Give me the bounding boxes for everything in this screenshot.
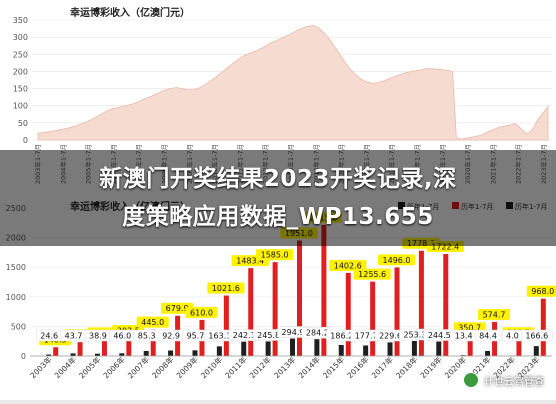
chart1-title: 幸运博彩收入（亿澳门元） (70, 6, 190, 19)
chart2-ytick-500: 500 (11, 322, 26, 331)
data-label-black: 85.3 (138, 332, 156, 341)
bar-red (248, 268, 253, 356)
data-label-black: 38.9 (89, 332, 107, 341)
data-label-red: 574.7 (483, 310, 506, 319)
data-label-black: 186.2 (330, 332, 353, 341)
data-label-black: 95.7 (187, 332, 205, 341)
watermark: 计世云驾管查 (463, 372, 544, 388)
chart2-ytick-0: 0 (21, 352, 26, 361)
data-label-black: 43.7 (65, 332, 83, 341)
chart1-ytick-300: 300 (13, 33, 28, 42)
data-label-black: 253.3 (403, 331, 426, 340)
bar-red (297, 241, 302, 356)
chart2-ytick-1000: 1000 (6, 293, 26, 302)
data-label-red: 1496.0 (383, 256, 411, 265)
chart1-ytick-100: 100 (13, 102, 28, 111)
overlay-title-line2: 度策略应用数据_WP13.655 (28, 198, 528, 236)
data-label-black: 92.9 (162, 332, 180, 341)
overlay-title-line1: 新澳门开奖结果2023开奖记录,深 (28, 160, 528, 198)
chart1-ytick-200: 200 (13, 67, 28, 76)
data-label-red: 1255.6 (358, 270, 386, 279)
bar-black (314, 339, 319, 356)
data-label-red: 968.0 (531, 287, 554, 296)
bar-black (217, 346, 222, 356)
data-label-black: 24.6 (40, 332, 58, 341)
chart2-ytick-1500: 1500 (6, 263, 26, 272)
bar-red (395, 267, 400, 356)
bar-red (273, 262, 278, 356)
data-label-black: 166.6 (525, 332, 548, 341)
data-label-black: 163.1 (208, 332, 231, 341)
bar-red (541, 299, 546, 356)
bar-red (102, 340, 107, 356)
chart1-ytick-250: 250 (13, 50, 28, 59)
data-label-black: 177.7 (355, 332, 378, 341)
data-label-black: 4.0 (506, 332, 519, 341)
bar-red (346, 273, 351, 356)
bar-black (339, 345, 344, 356)
watermark-text: 计世云驾管查 (484, 373, 544, 388)
bar-black (534, 346, 539, 356)
data-label-black: 13.4 (455, 332, 473, 341)
bar-red (224, 296, 229, 356)
data-label-black: 84.4 (479, 332, 497, 341)
overlay-title[interactable]: 新澳门开奖结果2023开奖记录,深 度策略应用数据_WP13.655 (28, 160, 528, 236)
bar-red (78, 342, 83, 356)
chart1-ytick-350: 350 (13, 16, 28, 25)
bar-black (412, 341, 417, 356)
bar-black (436, 342, 441, 356)
data-label-red: 679.9 (166, 304, 189, 313)
data-label-black: 242.1 (233, 331, 256, 340)
bar-red (516, 340, 521, 356)
bar-black (388, 342, 393, 356)
bar-red (53, 347, 58, 356)
chart1-ytick-50: 50 (18, 119, 28, 128)
data-label-black: 229.6 (379, 332, 402, 341)
data-label-red: 1021.6 (212, 284, 240, 293)
data-label-black: 46.0 (113, 332, 131, 341)
data-label-black: 284.2 (306, 329, 329, 338)
bar-red (370, 282, 375, 356)
chart1-ytick-0: 0 (23, 136, 28, 145)
data-label-black: 245.8 (257, 331, 280, 340)
chart1-ytick-150: 150 (13, 85, 28, 94)
data-label-red: 1585.0 (261, 251, 289, 260)
bar-black (241, 342, 246, 356)
bar-black (266, 341, 271, 356)
data-label-black: 294.9 (282, 328, 305, 337)
bar-black (290, 339, 295, 356)
wechat-logo-icon (463, 372, 479, 388)
bar-black (363, 345, 368, 356)
data-label-black: 244.5 (428, 331, 451, 340)
data-label-red: 610.0 (190, 308, 213, 317)
data-label-red: 445.0 (141, 318, 164, 327)
